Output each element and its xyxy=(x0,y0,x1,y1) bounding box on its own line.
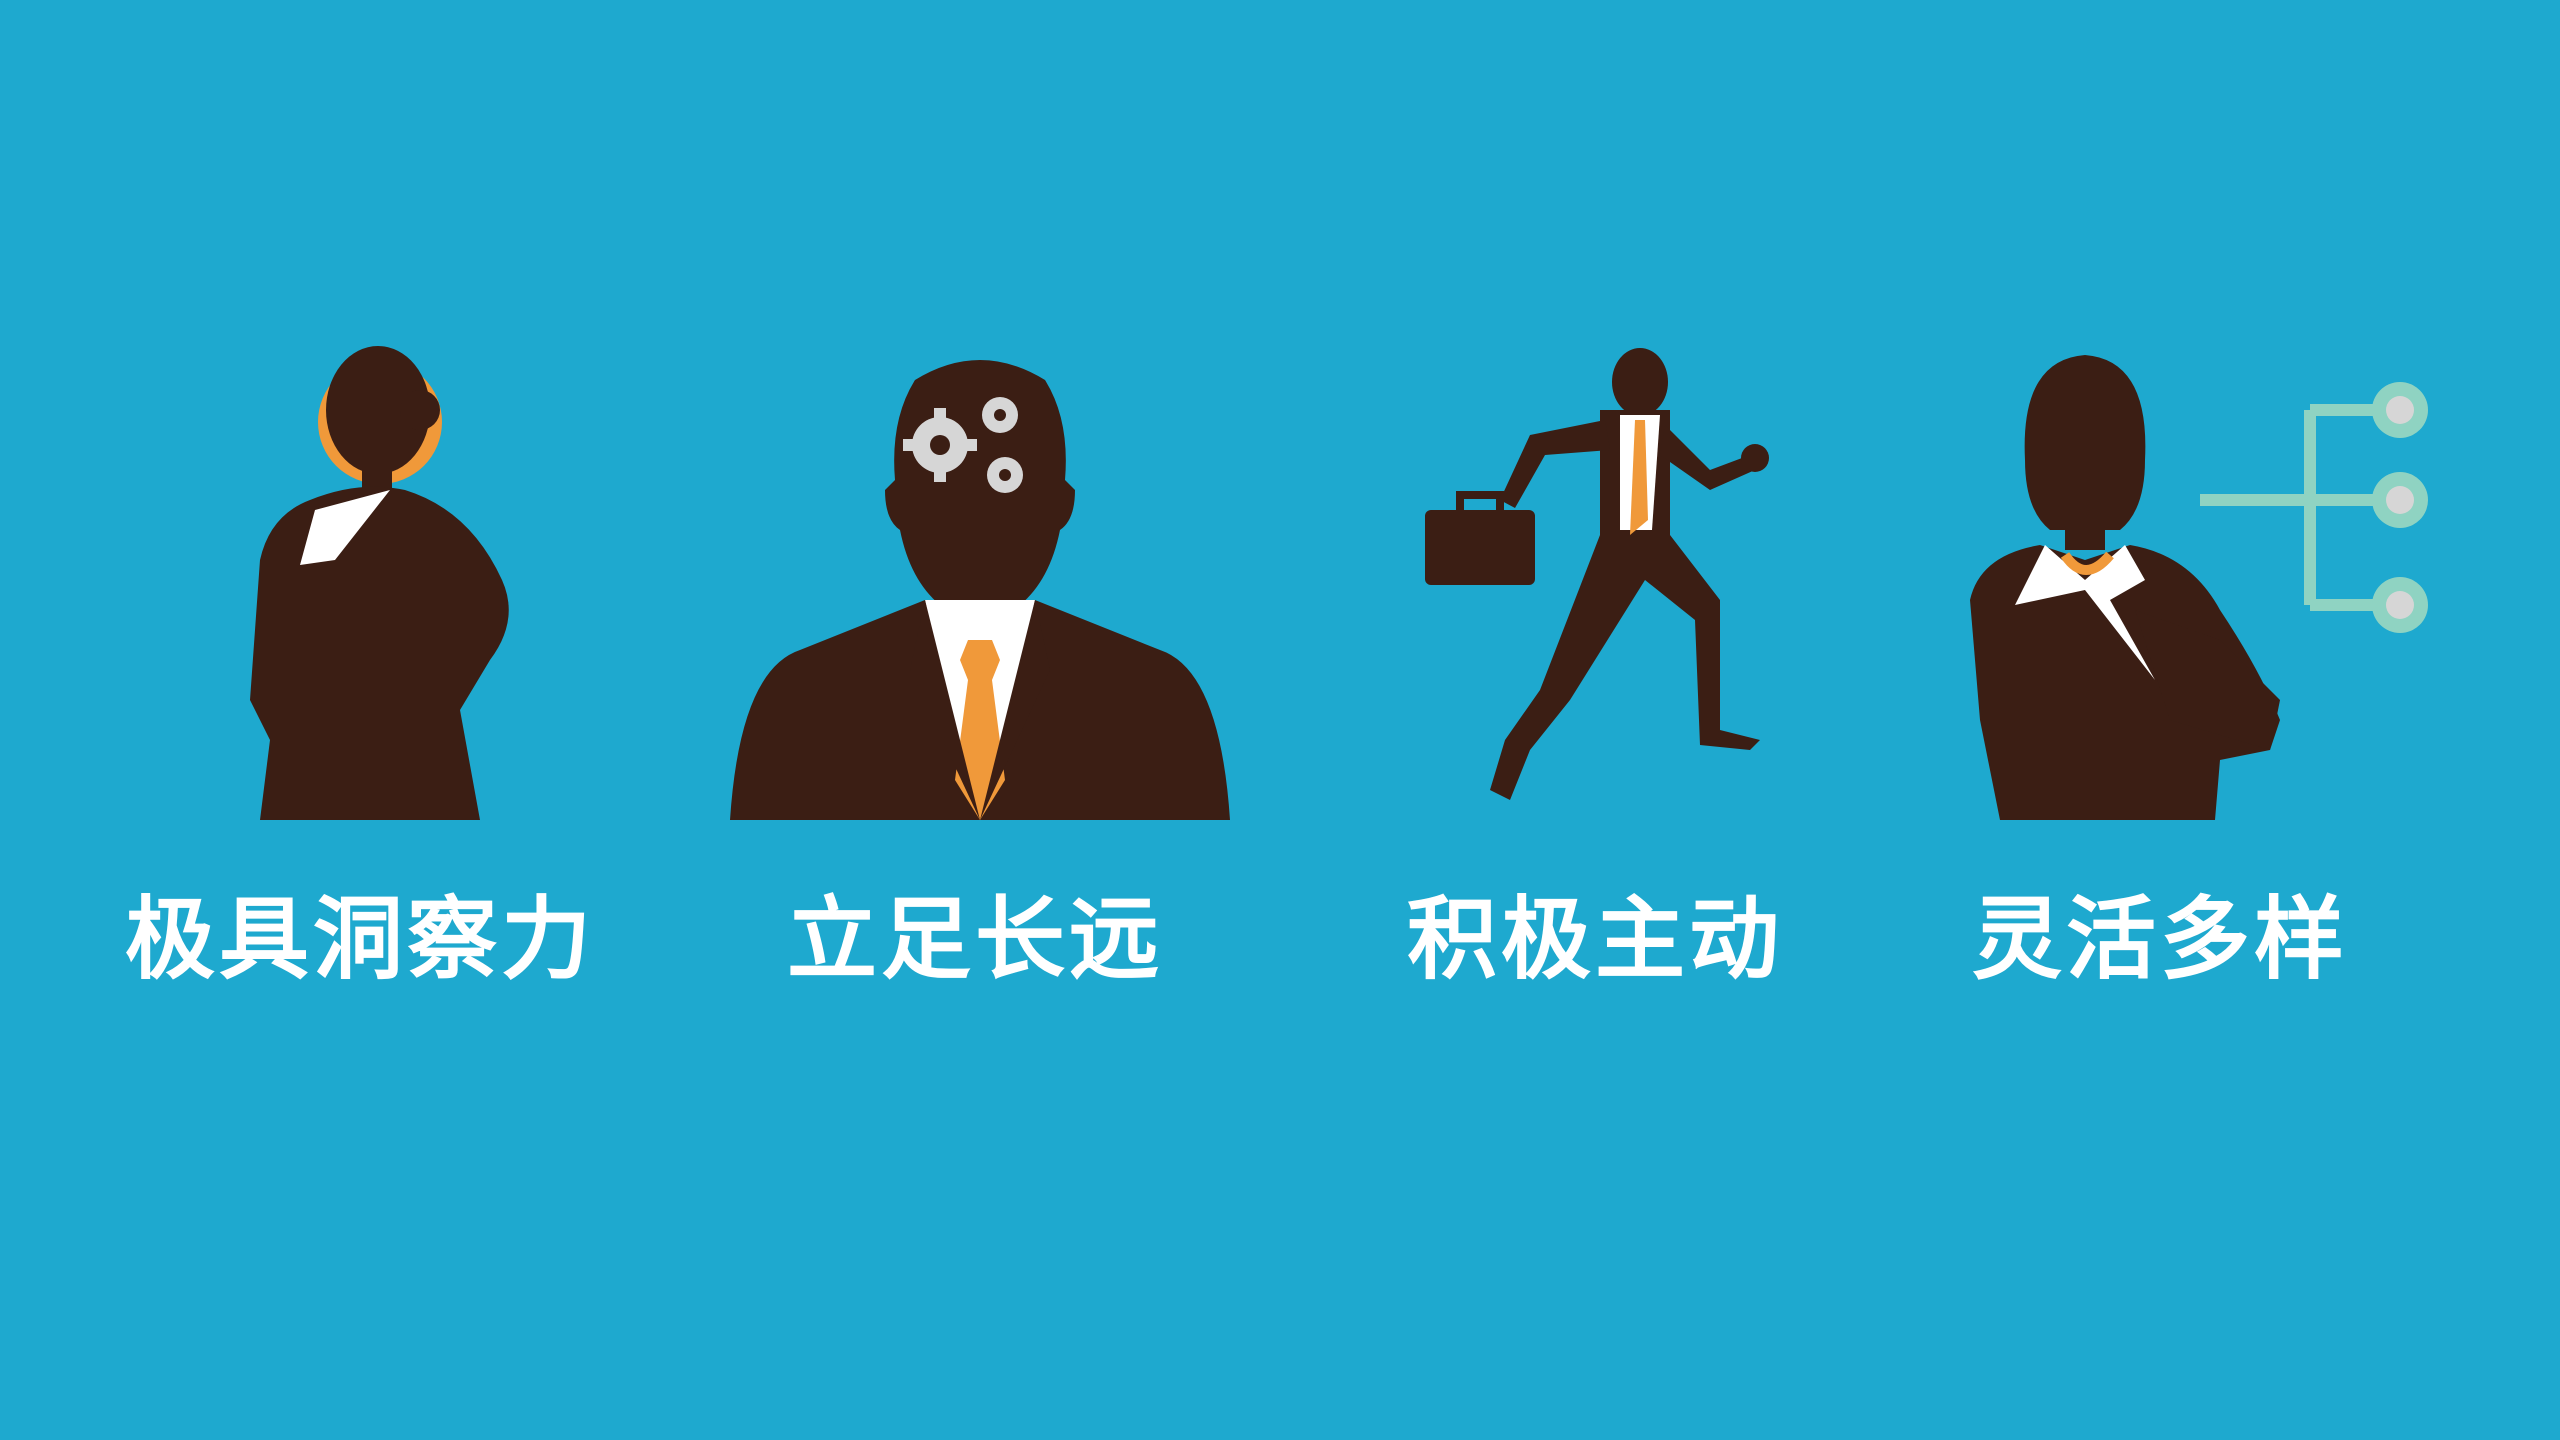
insightful-woman-icon xyxy=(240,340,550,840)
caption-long-term: 立足长远 xyxy=(787,887,1163,992)
caption-insightful: 极具洞察力 xyxy=(125,887,595,992)
woman-network-icon xyxy=(1970,340,2440,840)
gears-icon xyxy=(903,397,1023,493)
running-businessman-icon xyxy=(1420,340,1780,840)
caption-flexible: 灵活多样 xyxy=(1972,887,2348,992)
caption-proactive: 积极主动 xyxy=(1407,887,1783,992)
briefcase-icon xyxy=(1425,510,1535,585)
thinking-man-gears-icon xyxy=(730,340,1230,840)
network-tree-icon xyxy=(2200,382,2428,633)
